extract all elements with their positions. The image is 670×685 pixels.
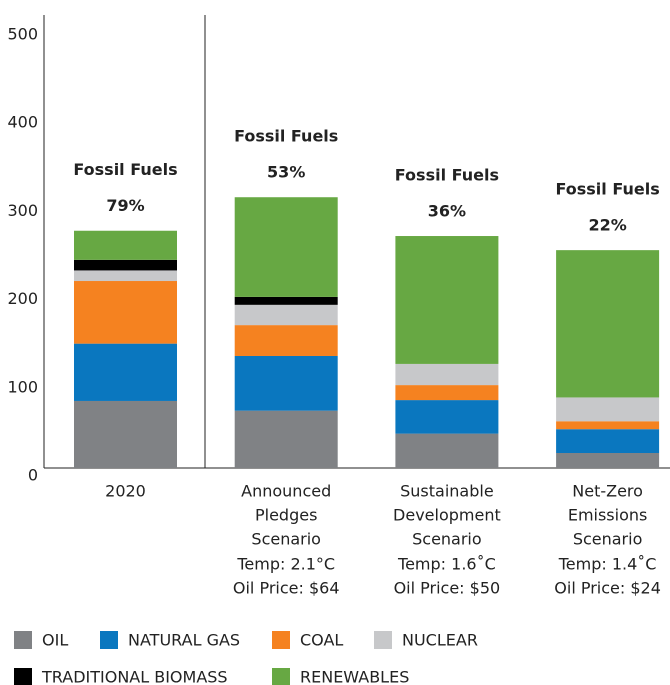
bar-segment xyxy=(234,325,338,356)
x-tick-label: Scenario xyxy=(412,530,482,549)
bar-segment xyxy=(556,421,660,430)
bar-segment xyxy=(74,230,177,260)
bar-segment xyxy=(395,433,499,468)
legend-swatch xyxy=(272,668,290,685)
bar-segment xyxy=(74,259,177,271)
category-note: Temp: 1.6˚C xyxy=(397,555,496,574)
legend-swatch xyxy=(374,631,392,649)
legend-swatch xyxy=(272,631,290,649)
bar-segment xyxy=(556,250,660,398)
x-tick-label: Pledges xyxy=(255,506,317,525)
annotation-label: Fossil Fuels xyxy=(555,180,659,199)
legend-swatch xyxy=(14,668,32,685)
legend-label: TRADITIONAL BIOMASS xyxy=(41,668,228,685)
bar-segment xyxy=(234,410,338,468)
bar-segment xyxy=(234,355,338,411)
category-note: Temp: 1.4˚C xyxy=(558,555,657,574)
bar-segment xyxy=(395,400,499,434)
category-note: Temp: 2.1°C xyxy=(236,555,335,574)
bar-segment xyxy=(395,363,499,386)
legend-label: NATURAL GAS xyxy=(128,631,240,650)
annotation-label: Fossil Fuels xyxy=(234,127,338,146)
legend-label: RENEWABLES xyxy=(300,668,409,685)
bar-segment xyxy=(74,343,177,401)
category-note: Oil Price: $64 xyxy=(233,579,340,598)
y-tick-label: 100 xyxy=(7,377,38,396)
legend-label: NUCLEAR xyxy=(402,631,478,650)
y-tick-label: 400 xyxy=(7,113,38,132)
x-tick-label: Scenario xyxy=(573,530,643,549)
bar-segment xyxy=(556,453,660,468)
y-tick-label: 200 xyxy=(7,289,38,308)
x-tick-label: Sustainable xyxy=(400,482,494,501)
x-tick-label: Announced xyxy=(241,482,331,501)
x-tick-label: Emissions xyxy=(568,506,648,525)
x-tick-label: Development xyxy=(393,506,501,525)
bar-segment xyxy=(556,429,660,454)
y-tick-label: 500 xyxy=(7,25,38,44)
bar-segment xyxy=(395,385,499,401)
annotation-label: Fossil Fuels xyxy=(395,166,499,185)
fossil-share: 36% xyxy=(428,202,466,221)
bar-segment xyxy=(556,397,660,422)
y-tick-label: 300 xyxy=(7,201,38,220)
x-tick-label: Scenario xyxy=(251,530,321,549)
category-note: Oil Price: $24 xyxy=(554,579,661,598)
x-tick-label: 2020 xyxy=(105,482,146,501)
fossil-share: 53% xyxy=(267,163,305,182)
x-tick-label: Net-Zero xyxy=(572,482,643,501)
legend-label: OIL xyxy=(42,631,68,650)
annotation-label: Fossil Fuels xyxy=(73,160,177,179)
legend-swatch xyxy=(100,631,118,649)
fossil-share: 79% xyxy=(106,196,144,215)
bar-segment xyxy=(234,197,338,297)
bar-segment xyxy=(74,400,177,468)
bar-segment xyxy=(74,270,177,282)
bar-segment xyxy=(74,281,177,344)
bar-segment xyxy=(395,236,499,364)
bar-segment xyxy=(234,304,338,326)
category-note: Oil Price: $50 xyxy=(394,579,501,598)
bar-segment xyxy=(234,296,338,305)
y-tick-label: 0 xyxy=(28,466,38,485)
legend-label: COAL xyxy=(300,631,343,650)
fossil-share: 22% xyxy=(588,216,626,235)
legend-swatch xyxy=(14,631,32,649)
